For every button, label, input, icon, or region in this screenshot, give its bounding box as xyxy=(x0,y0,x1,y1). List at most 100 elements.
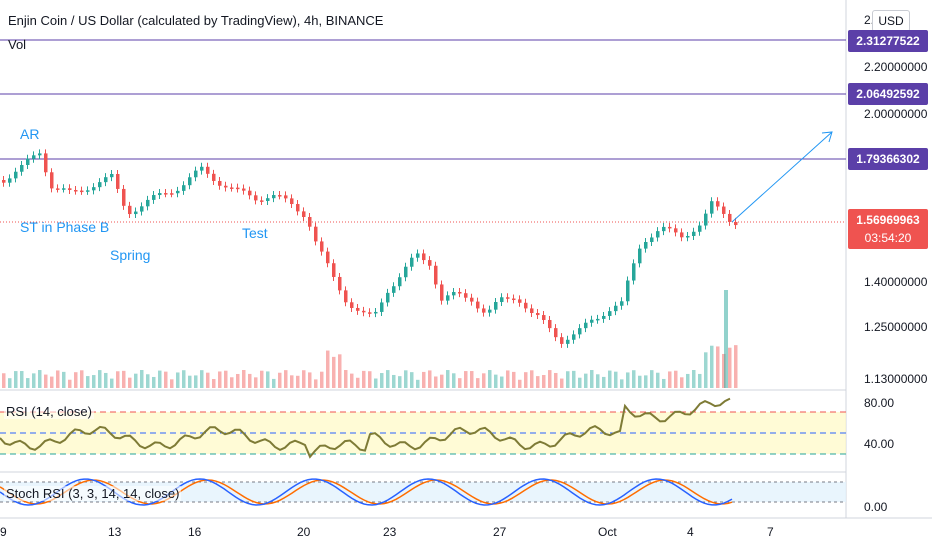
volume-bar xyxy=(476,378,480,388)
volume-bar xyxy=(386,370,390,388)
volume-bar xyxy=(608,370,612,388)
candle xyxy=(566,339,570,344)
volume-bar xyxy=(218,371,222,388)
chart-title: Enjin Coin / US Dollar (calculated by Tr… xyxy=(8,13,384,28)
candle xyxy=(314,226,318,242)
candle xyxy=(320,241,324,252)
volume-bar xyxy=(26,378,30,388)
volume-bar xyxy=(494,374,498,388)
volume-bar xyxy=(170,379,174,388)
x-label-9: 9 xyxy=(0,525,7,539)
x-label-13: 13 xyxy=(108,525,122,539)
candle xyxy=(338,276,342,291)
volume-bar xyxy=(200,370,204,388)
projection-arrow-head xyxy=(821,131,833,143)
volume-bar xyxy=(446,370,450,388)
volume-bar xyxy=(728,347,732,388)
candle xyxy=(242,188,246,191)
candle xyxy=(110,174,114,178)
candle xyxy=(308,216,312,227)
candle xyxy=(98,182,102,188)
candle xyxy=(494,302,498,310)
volume-bar xyxy=(380,373,384,388)
volume-label: Vol xyxy=(8,37,27,52)
candle xyxy=(158,193,162,196)
candle xyxy=(392,286,396,293)
candle xyxy=(302,211,306,217)
candle xyxy=(164,193,168,195)
volume-bar xyxy=(308,372,312,388)
candle xyxy=(68,188,72,191)
candle xyxy=(50,172,54,189)
volume-bar xyxy=(110,378,114,388)
candle xyxy=(260,200,264,202)
price-tick-5: 1.25000000 xyxy=(864,320,928,334)
volume-bar xyxy=(686,373,690,388)
level-badge-top: 2.31277522 xyxy=(848,30,928,52)
currency-button[interactable]: USD xyxy=(872,10,910,32)
candle xyxy=(236,187,240,190)
volume-bar xyxy=(488,370,492,388)
candle xyxy=(14,171,18,179)
candle xyxy=(44,153,48,173)
rsi-label[interactable]: RSI (14, close) xyxy=(4,404,94,419)
candle xyxy=(698,225,702,232)
candle xyxy=(644,241,648,249)
candle xyxy=(662,226,666,232)
volume-bar xyxy=(614,371,618,388)
volume-bar xyxy=(206,372,210,388)
candle xyxy=(584,322,588,329)
volume-bar xyxy=(356,377,360,388)
volume-bar xyxy=(404,370,408,388)
candle xyxy=(404,266,408,278)
candle xyxy=(272,195,276,199)
candle xyxy=(464,293,468,298)
candle xyxy=(8,178,12,183)
volume-bar xyxy=(674,370,678,388)
volume-bar xyxy=(710,345,714,388)
candle xyxy=(362,310,366,313)
candle xyxy=(176,190,180,194)
stoch-rsi-label[interactable]: Stoch RSI (3, 3, 14, 14, close) xyxy=(4,486,182,501)
volume-bar xyxy=(338,354,342,388)
volume-bar xyxy=(80,370,84,388)
candle xyxy=(350,302,354,308)
candle xyxy=(230,187,234,189)
price-tick-6: 1.13000000 xyxy=(864,372,928,386)
candle xyxy=(38,153,42,156)
candle xyxy=(446,295,450,301)
volume-bar xyxy=(392,374,396,388)
candle xyxy=(548,319,552,329)
candle xyxy=(146,199,150,207)
volume-bar xyxy=(140,370,144,388)
x-label-20: 20 xyxy=(297,525,311,539)
volume-spike xyxy=(724,290,728,388)
candle xyxy=(506,297,510,299)
volume-bar xyxy=(86,376,90,388)
volume-bar xyxy=(464,371,468,388)
volume-bar xyxy=(278,372,282,388)
candle xyxy=(32,155,36,159)
candle xyxy=(332,263,336,277)
volume-bar xyxy=(242,370,246,388)
candle xyxy=(686,235,690,238)
rsi-tick-40: 40.00 xyxy=(864,437,895,451)
volume-bar xyxy=(554,372,558,388)
annotation-test: Test xyxy=(242,225,268,241)
volume-bar xyxy=(212,379,216,388)
volume-bar xyxy=(428,370,432,388)
candle xyxy=(284,195,288,199)
volume-bar xyxy=(530,370,534,388)
volume-bar xyxy=(272,378,276,388)
candle xyxy=(74,190,78,192)
volume-bar xyxy=(374,378,378,388)
volume-bar xyxy=(572,370,576,388)
candle xyxy=(722,206,726,214)
candle xyxy=(326,251,330,264)
volume-bar xyxy=(650,370,654,388)
candle xyxy=(488,309,492,313)
current-price-badge: 1.56969963 03:54:20 xyxy=(848,209,928,249)
volume-bar xyxy=(620,379,624,388)
volume-bar xyxy=(656,372,660,388)
